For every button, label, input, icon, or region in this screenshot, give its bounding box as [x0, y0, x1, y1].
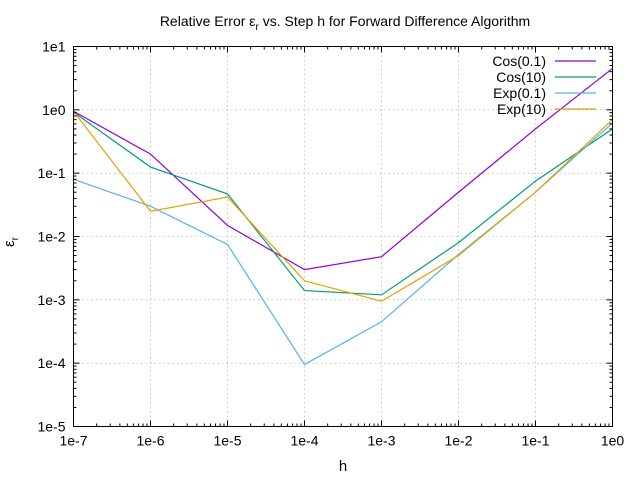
- legend: Cos(0.1)Cos(10)Exp(0.1)Exp(10): [492, 53, 596, 117]
- y-tick-label: 1e0: [42, 102, 66, 118]
- y-axis-label: εr: [1, 236, 21, 247]
- grid: [73, 46, 613, 427]
- x-tick-label: 1e0: [601, 433, 625, 449]
- ticks: [73, 46, 613, 427]
- series-line-cos-0-1: [73, 67, 613, 271]
- series-group: [73, 67, 613, 366]
- x-tick-label: 1e-5: [213, 433, 241, 449]
- y-tick-label: 1e-2: [37, 229, 65, 245]
- x-tick-label: 1e-3: [367, 433, 395, 449]
- x-tick-label: 1e-7: [59, 433, 87, 449]
- x-axis-label: h: [339, 458, 347, 475]
- x-tick-labels: 1e-7 1e-6 1e-5 1e-4 1e-3 1e-2 1e-1 1e0: [59, 433, 624, 449]
- chart-title: Relative Error εr vs. Step h for Forward…: [160, 13, 530, 33]
- legend-label-exp-0-1: Exp(0.1): [493, 85, 546, 101]
- x-tick-label: 1e-6: [136, 433, 164, 449]
- y-tick-label: 1e-5: [37, 419, 65, 435]
- x-tick-label: 1e-2: [444, 433, 472, 449]
- series-line-exp-0-1: [73, 122, 613, 366]
- y-tick-labels: 1e1 1e0 1e-1 1e-2 1e-3 1e-4 1e-5: [37, 39, 65, 435]
- legend-label-cos-0-1: Cos(0.1): [492, 53, 546, 69]
- legend-label-cos-10: Cos(10): [496, 69, 546, 85]
- x-tick-label: 1e-1: [521, 433, 549, 449]
- x-tick-label: 1e-4: [290, 433, 318, 449]
- y-tick-label: 1e-3: [37, 292, 65, 308]
- series-line-cos-10: [73, 111, 613, 296]
- legend-label-exp-10: Exp(10): [497, 101, 546, 117]
- y-tick-label: 1e-1: [37, 165, 65, 181]
- y-tick-label: 1e1: [42, 39, 66, 55]
- series-line-exp-10: [73, 110, 613, 302]
- y-tick-label: 1e-4: [37, 355, 65, 371]
